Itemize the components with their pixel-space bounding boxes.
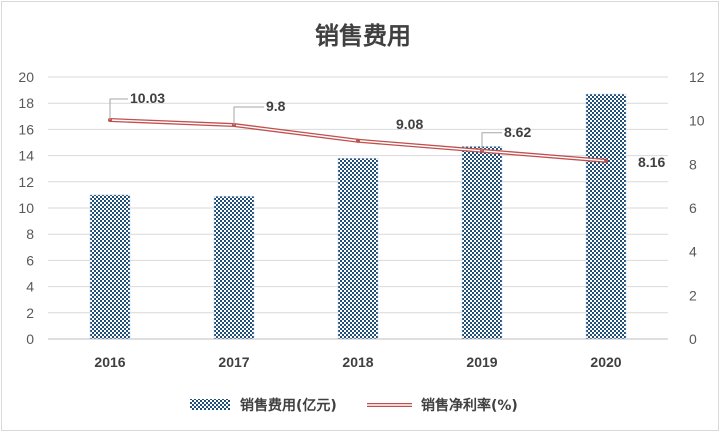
x-tick-label: 2018 — [342, 354, 373, 370]
label-leader-line — [109, 98, 128, 121]
y-left-tick-label: 10 — [18, 200, 34, 216]
data-label: 10.03 — [130, 90, 165, 106]
bar-series — [89, 93, 627, 340]
line-point — [604, 158, 608, 163]
legend-bar-swatch — [190, 399, 230, 410]
line-point — [356, 138, 360, 143]
legend-line-label: 销售净利率(%) — [421, 397, 518, 414]
x-tick-label: 2017 — [218, 354, 249, 370]
y-right-tick-label: 0 — [689, 331, 697, 347]
chart-title: 销售费用 — [315, 22, 411, 50]
x-tick-label: 2016 — [94, 354, 125, 370]
y-left-tick-label: 0 — [26, 331, 34, 347]
y-left-tick-label: 20 — [18, 69, 34, 85]
legend: 销售费用(亿元) 销售净利率(%) — [190, 397, 518, 414]
y-left-tick-label: 16 — [18, 121, 34, 137]
y-right-tick-label: 4 — [689, 244, 697, 260]
label-leader-line — [233, 106, 264, 126]
data-label: 8.62 — [504, 124, 531, 140]
bar — [585, 93, 627, 340]
axes: 0 2 4 6 8 10 12 14 16 18 20 0 2 4 6 8 10 12 2016 2017 2018 20… — [18, 69, 704, 370]
bar — [89, 194, 131, 340]
data-label: 9.08 — [396, 116, 423, 132]
y-left-tick-label: 4 — [26, 279, 34, 295]
y-left-tick-label: 6 — [26, 252, 34, 268]
y-left-tick-label: 2 — [26, 305, 34, 321]
bar — [461, 146, 503, 340]
y-left-tick-label: 18 — [18, 95, 34, 111]
y-right-tick-label: 8 — [689, 156, 697, 172]
bar — [337, 157, 379, 340]
y-left-tick-label: 14 — [18, 148, 34, 164]
y-left-tick-label: 12 — [18, 174, 34, 190]
y-right-tick-label: 10 — [689, 113, 705, 129]
legend-bar-label: 销售费用(亿元) — [240, 397, 337, 414]
bar — [213, 195, 255, 340]
data-labels: 10.03 9.8 9.08 8.62 8.16 — [109, 90, 665, 170]
y-left-tick-label: 8 — [26, 226, 34, 242]
x-tick-label: 2020 — [590, 354, 621, 370]
x-tick-label: 2019 — [466, 354, 497, 370]
line-series — [108, 118, 608, 163]
data-label: 8.16 — [638, 154, 665, 170]
y-right-tick-label: 12 — [689, 69, 705, 85]
y-right-tick-label: 2 — [689, 287, 697, 303]
data-label: 9.8 — [266, 98, 286, 114]
y-right-tick-label: 6 — [689, 200, 697, 216]
label-leader-line — [481, 132, 502, 151]
